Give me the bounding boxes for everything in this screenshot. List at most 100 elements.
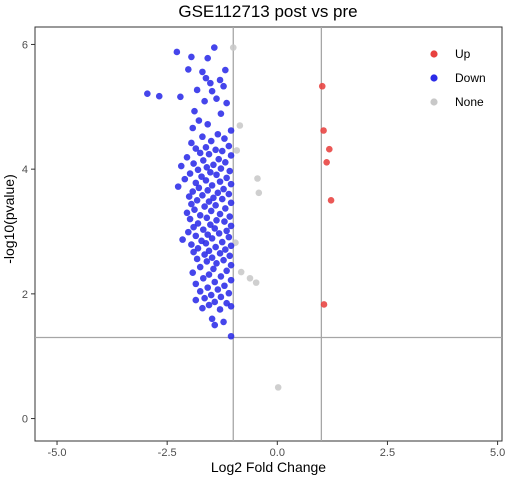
point-down [223,227,230,235]
point-down [208,87,216,95]
point-none [237,268,245,276]
plot-frame [34,26,503,442]
point-down [183,209,191,217]
point-down [181,175,189,183]
point-down [205,198,213,205]
y-tick-label: 2 [22,289,28,301]
legend-key-down [430,74,438,82]
point-down [223,267,230,275]
point-down [212,243,219,251]
point-up [318,82,326,90]
point-down [220,256,227,264]
point-down [222,246,229,253]
point-down [196,149,204,157]
point-down [190,223,197,231]
point-down [195,117,203,124]
point-down [190,160,197,167]
y-axis-label: -log10(pvalue) [1,174,17,264]
point-down [188,139,195,147]
point-down [217,273,225,280]
point-down [185,66,192,73]
point-down [212,202,219,209]
x-tick-label: 2.5 [380,447,395,459]
point-down [199,133,206,141]
point-up [327,197,335,204]
point-down [205,150,213,158]
point-down [177,162,185,170]
point-down [212,146,219,154]
point-down [192,179,200,187]
point-down [227,152,235,159]
x-tick-label: 0.0 [270,447,285,459]
point-down [216,250,224,257]
point-down [216,178,224,185]
point-down [218,238,226,246]
point-down [186,170,194,177]
point-none [252,279,260,286]
point-down [220,185,227,193]
point-down [194,245,202,252]
point-down [223,99,230,107]
x-tick-label: -5.0 [48,447,67,459]
point-down [225,142,233,150]
point-down [223,174,230,182]
point-down [205,271,213,278]
point-down [217,110,225,117]
point-down [192,145,200,152]
point-down [199,157,207,164]
data-points [144,44,335,391]
point-none [236,122,244,129]
point-up [323,158,330,166]
point-down [203,163,211,171]
point-down [196,288,204,295]
point-down [155,92,163,100]
point-down [218,147,226,155]
point-down [191,206,198,213]
point-down [192,280,200,288]
axes: -5.0 -2.5 0.0 2.5 5.0 0 2 4 6 [22,39,505,459]
point-down [218,195,226,203]
legend-key-up [430,50,438,58]
point-down [186,215,194,223]
point-down [201,251,208,258]
point-down [193,197,201,204]
point-down [192,296,200,304]
x-axis-label: Log2 Fold Change [211,459,326,475]
point-down [227,332,235,340]
point-down [174,183,182,190]
point-down [220,82,227,90]
point-down [213,95,220,103]
series-none [229,44,282,391]
point-down [205,301,213,309]
point-down [202,177,210,184]
point-down [213,260,220,267]
point-down [201,294,208,302]
point-up [320,127,327,134]
point-down [201,203,208,210]
point-down [204,284,212,291]
point-down [210,194,217,202]
point-down [202,144,210,151]
point-down [226,252,234,260]
point-down [227,199,235,207]
point-down [226,167,234,175]
point-down [195,184,203,192]
point-down [213,171,220,179]
point-down [217,165,225,172]
point-down [227,222,235,230]
point-down [208,182,216,189]
point-down [211,321,219,329]
point-down [183,154,191,161]
point-down [227,242,235,250]
point-down [177,93,184,101]
point-down [185,193,193,200]
point-down [215,155,223,163]
point-none [233,147,241,154]
point-down [210,265,217,273]
point-down [199,68,206,76]
point-down [208,254,216,261]
point-down [227,261,235,269]
point-down [201,97,208,105]
point-down [220,318,227,326]
